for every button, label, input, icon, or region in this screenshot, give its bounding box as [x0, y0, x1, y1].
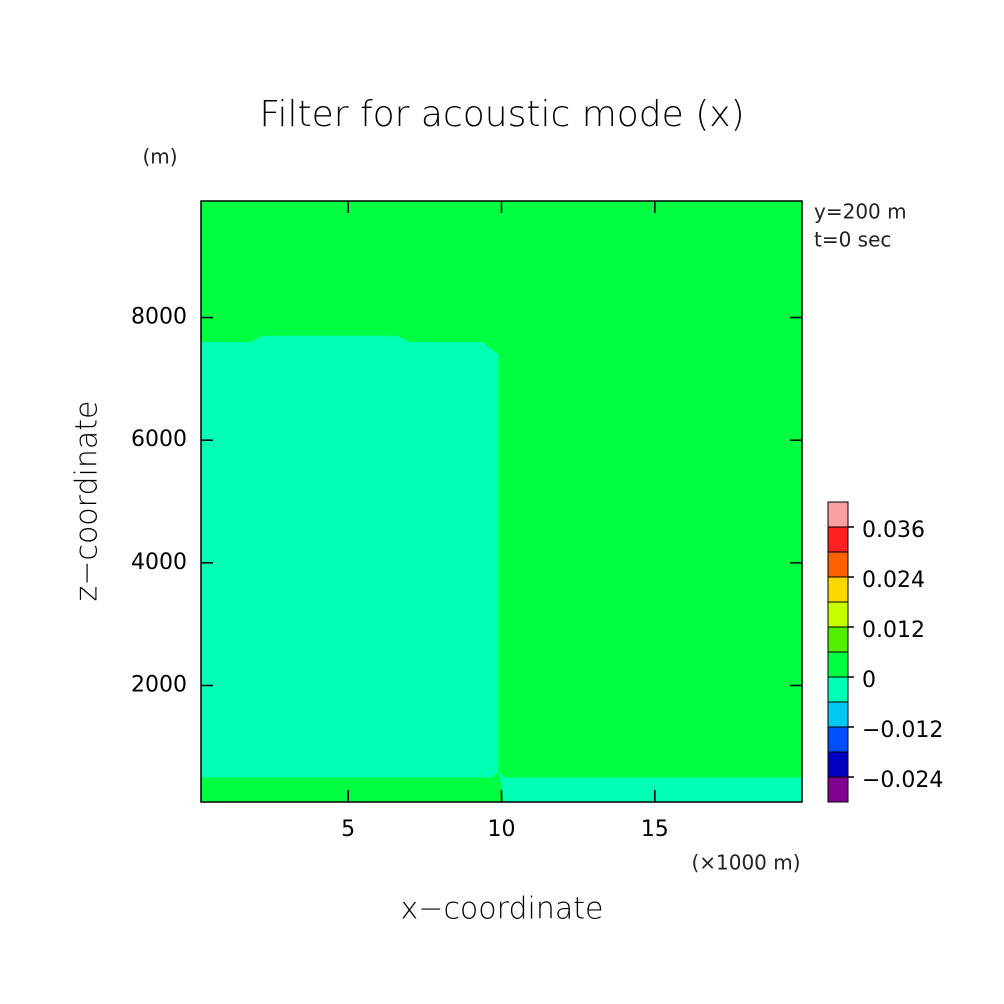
annotation: t=0 sec [814, 228, 891, 252]
colorbar-box [827, 676, 849, 703]
x-tick-label: 5 [341, 817, 355, 842]
x-axis-label: x−coordinate [401, 892, 604, 927]
contour-region [201, 335, 499, 778]
x-tick-label: 10 [488, 817, 516, 842]
colorbar-box [827, 626, 849, 653]
annotation: y=200 m [814, 200, 907, 224]
colorbar-box [827, 551, 849, 578]
colorbar-box [827, 651, 849, 678]
colorbar-box [827, 601, 849, 628]
y-tick-label: 6000 [131, 427, 187, 452]
colorbar-tick-label: 0.012 [862, 618, 925, 643]
y-axis-label: z−coordinate [70, 401, 105, 602]
colorbar-box [827, 726, 849, 753]
x-unit: (×1000 m) [691, 851, 800, 875]
contour-region [498, 771, 802, 802]
colorbar-box [827, 701, 849, 728]
colorbar-box [827, 776, 849, 803]
colorbar-tick-label: 0.036 [862, 518, 925, 543]
colorbar-box [827, 501, 849, 528]
y-tick-label: 2000 [131, 672, 187, 697]
colorbar-tick-label: −0.024 [862, 768, 943, 793]
colorbar-tick-label: −0.012 [862, 718, 943, 743]
y-tick-label: 4000 [131, 550, 187, 575]
colorbar-tick-label: 0.024 [862, 568, 925, 593]
chart-title: Filter for acoustic mode (x) [259, 94, 744, 135]
x-tick-label: 15 [641, 817, 669, 842]
colorbar-box [827, 576, 849, 603]
colorbar-tick-label: 0 [862, 668, 876, 693]
y-unit: (m) [142, 145, 177, 169]
colorbar-box [827, 526, 849, 553]
colorbar-box [827, 751, 849, 778]
y-tick-label: 8000 [131, 305, 187, 330]
